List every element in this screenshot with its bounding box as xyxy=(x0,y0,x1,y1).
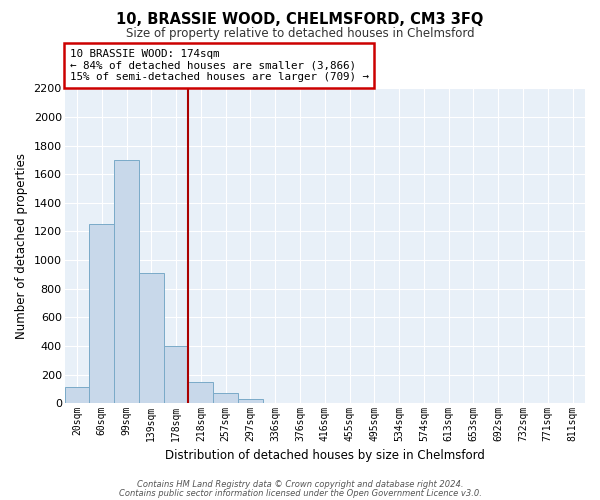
Bar xyxy=(65,386,89,403)
Bar xyxy=(238,399,263,403)
Bar xyxy=(89,224,114,403)
Text: Contains HM Land Registry data © Crown copyright and database right 2024.: Contains HM Land Registry data © Crown c… xyxy=(137,480,463,489)
Bar xyxy=(114,160,139,403)
X-axis label: Distribution of detached houses by size in Chelmsford: Distribution of detached houses by size … xyxy=(165,450,485,462)
Bar xyxy=(213,393,238,403)
Bar xyxy=(188,382,213,403)
Text: 10 BRASSIE WOOD: 174sqm
← 84% of detached houses are smaller (3,866)
15% of semi: 10 BRASSIE WOOD: 174sqm ← 84% of detache… xyxy=(70,49,369,82)
Text: Size of property relative to detached houses in Chelmsford: Size of property relative to detached ho… xyxy=(125,28,475,40)
Y-axis label: Number of detached properties: Number of detached properties xyxy=(15,153,28,339)
Bar xyxy=(139,273,164,403)
Bar xyxy=(164,346,188,403)
Text: 10, BRASSIE WOOD, CHELMSFORD, CM3 3FQ: 10, BRASSIE WOOD, CHELMSFORD, CM3 3FQ xyxy=(116,12,484,28)
Text: Contains public sector information licensed under the Open Government Licence v3: Contains public sector information licen… xyxy=(119,489,481,498)
